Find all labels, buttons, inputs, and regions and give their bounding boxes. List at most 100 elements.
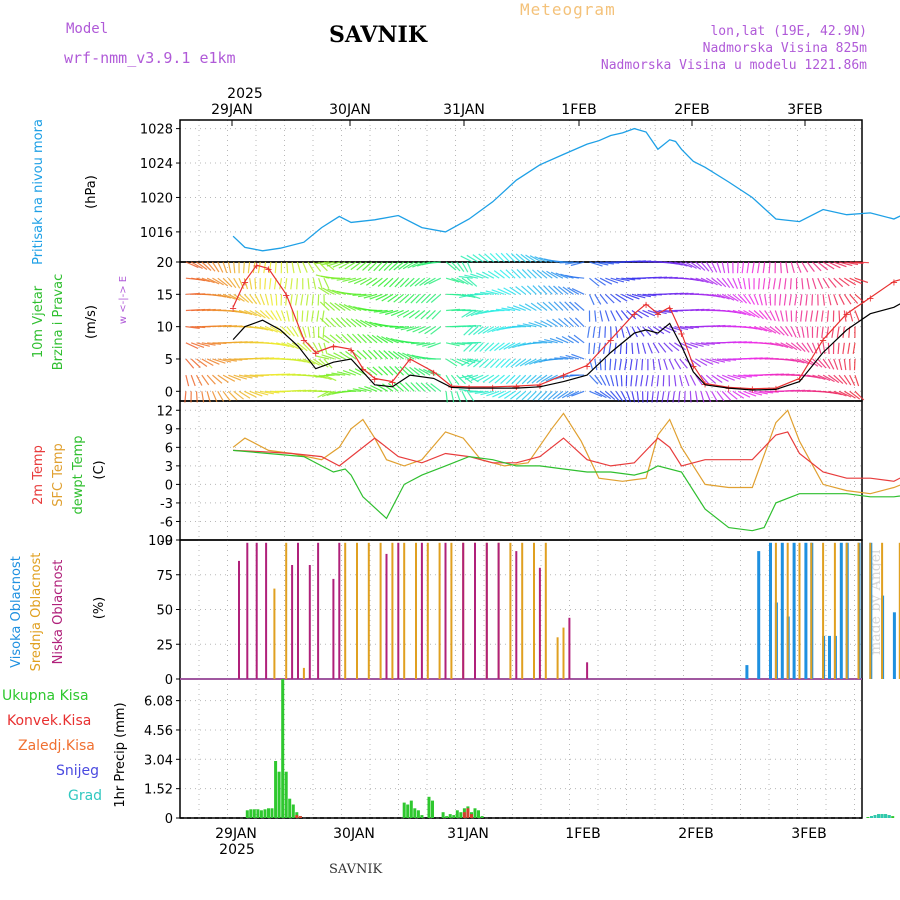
mid-cloud-bar bbox=[822, 542, 825, 679]
wind-arrow bbox=[589, 390, 603, 398]
wind-arrow bbox=[562, 286, 574, 295]
wind-arrow bbox=[764, 326, 777, 334]
wind-arrow bbox=[364, 385, 378, 392]
wind-arrow bbox=[785, 342, 798, 351]
wind-arrow bbox=[286, 261, 289, 274]
wind-arrow bbox=[615, 293, 628, 302]
wind-arrow bbox=[779, 294, 782, 306]
wind-arrow bbox=[626, 391, 632, 403]
wind-arrow bbox=[604, 374, 611, 387]
wind-arrow bbox=[419, 277, 431, 286]
wind-arrow bbox=[838, 261, 853, 267]
wind-arrow bbox=[238, 374, 253, 379]
wind-arrow bbox=[228, 293, 241, 301]
wind-arrow bbox=[801, 358, 814, 366]
wind-arrow bbox=[799, 294, 803, 306]
precip-legend-2: Zaledj.Kisa bbox=[18, 738, 95, 754]
gust-marker: + bbox=[583, 361, 591, 372]
wind-arrow bbox=[497, 288, 511, 295]
high-cloud-bar bbox=[828, 635, 831, 679]
y-tick-label: 3.04 bbox=[144, 753, 173, 768]
wind-arrow bbox=[495, 308, 510, 312]
wind-arrow bbox=[254, 326, 269, 331]
wind-arrow bbox=[388, 261, 399, 271]
wind-arrow bbox=[286, 310, 290, 322]
wind-arrow bbox=[548, 301, 559, 311]
wind-arrow bbox=[759, 390, 774, 394]
wind-arrow bbox=[274, 261, 277, 274]
wind-arrow bbox=[721, 374, 735, 381]
wind-arrow bbox=[727, 277, 735, 289]
low-cloud-bar bbox=[297, 542, 299, 679]
wind-arrow bbox=[732, 293, 743, 303]
wind-arrow bbox=[690, 277, 704, 283]
wind-arrow bbox=[195, 374, 203, 386]
wind-arrow bbox=[844, 390, 856, 399]
wind-arrow bbox=[827, 277, 837, 288]
wind-arrow bbox=[762, 278, 766, 290]
wind-arrow bbox=[540, 320, 553, 328]
date-label-top: 31JAN bbox=[443, 102, 485, 118]
wind-arrow bbox=[827, 358, 835, 370]
wind-arrow bbox=[206, 358, 220, 365]
wind-arrow bbox=[355, 318, 367, 328]
wind-arrow bbox=[233, 277, 241, 289]
footer-station-name: SAVNIK bbox=[329, 862, 383, 877]
wind-arrow bbox=[360, 319, 373, 328]
wind-arrow bbox=[217, 374, 229, 383]
wind-arrow bbox=[279, 278, 283, 290]
wind-arrow bbox=[399, 277, 410, 288]
wind-arrow bbox=[295, 294, 299, 306]
wind-arrow bbox=[817, 342, 822, 354]
wind-arrow bbox=[589, 277, 600, 287]
wind-arrow bbox=[468, 342, 479, 352]
total-precip-bar bbox=[455, 810, 459, 818]
wind-arrow bbox=[451, 342, 466, 346]
wind-arrow bbox=[806, 358, 819, 367]
wind-arrow bbox=[356, 350, 367, 360]
gust-marker: + bbox=[300, 336, 308, 347]
wind-arrow bbox=[264, 278, 267, 290]
year-label-top: 2025 bbox=[227, 86, 263, 102]
wind-arrow bbox=[376, 335, 389, 344]
wind-arrow bbox=[512, 305, 526, 312]
wind-arrow bbox=[518, 304, 532, 312]
total-precip-bar bbox=[277, 771, 281, 818]
mid-cloud-bar bbox=[356, 542, 358, 679]
wind-arrow bbox=[711, 374, 723, 383]
wind-arrow bbox=[700, 261, 710, 272]
wind-arrow bbox=[684, 261, 697, 269]
wind-arrow bbox=[571, 390, 585, 397]
wind-arrow bbox=[317, 335, 330, 344]
wind-arrow bbox=[276, 342, 290, 348]
wind-arrow bbox=[461, 261, 469, 273]
wind-arrow bbox=[764, 310, 772, 321]
wind-arrow bbox=[201, 391, 205, 403]
conv-precip-bar bbox=[462, 812, 466, 818]
wind-arrow bbox=[528, 322, 542, 328]
wind-arrow bbox=[396, 309, 410, 318]
wind-arrow bbox=[812, 261, 822, 272]
wind-arrow bbox=[778, 278, 782, 290]
wind-arrow bbox=[661, 391, 665, 403]
wind-arrow bbox=[594, 374, 603, 386]
wind-arrow bbox=[238, 293, 250, 303]
total-precip-bar bbox=[459, 812, 463, 818]
total-precip-bar bbox=[420, 815, 424, 818]
wind-arrow bbox=[363, 293, 378, 299]
wind-arrow bbox=[854, 261, 869, 264]
wind-arrow bbox=[233, 390, 244, 400]
gust-marker: + bbox=[630, 310, 638, 321]
wind-arrow bbox=[695, 342, 710, 346]
wind-arrow bbox=[487, 326, 500, 334]
wind-arrow bbox=[640, 375, 644, 387]
wind-arrow bbox=[425, 293, 436, 304]
wind-arrow bbox=[357, 293, 372, 298]
wind-arrow bbox=[270, 326, 283, 334]
precip-axis-title: 1hr Precip (mm) bbox=[113, 702, 128, 807]
wind-arrow bbox=[658, 342, 667, 353]
date-label-top: 3FEB bbox=[787, 102, 822, 118]
wind-arrow bbox=[780, 342, 793, 350]
wind-arrow bbox=[249, 278, 253, 290]
